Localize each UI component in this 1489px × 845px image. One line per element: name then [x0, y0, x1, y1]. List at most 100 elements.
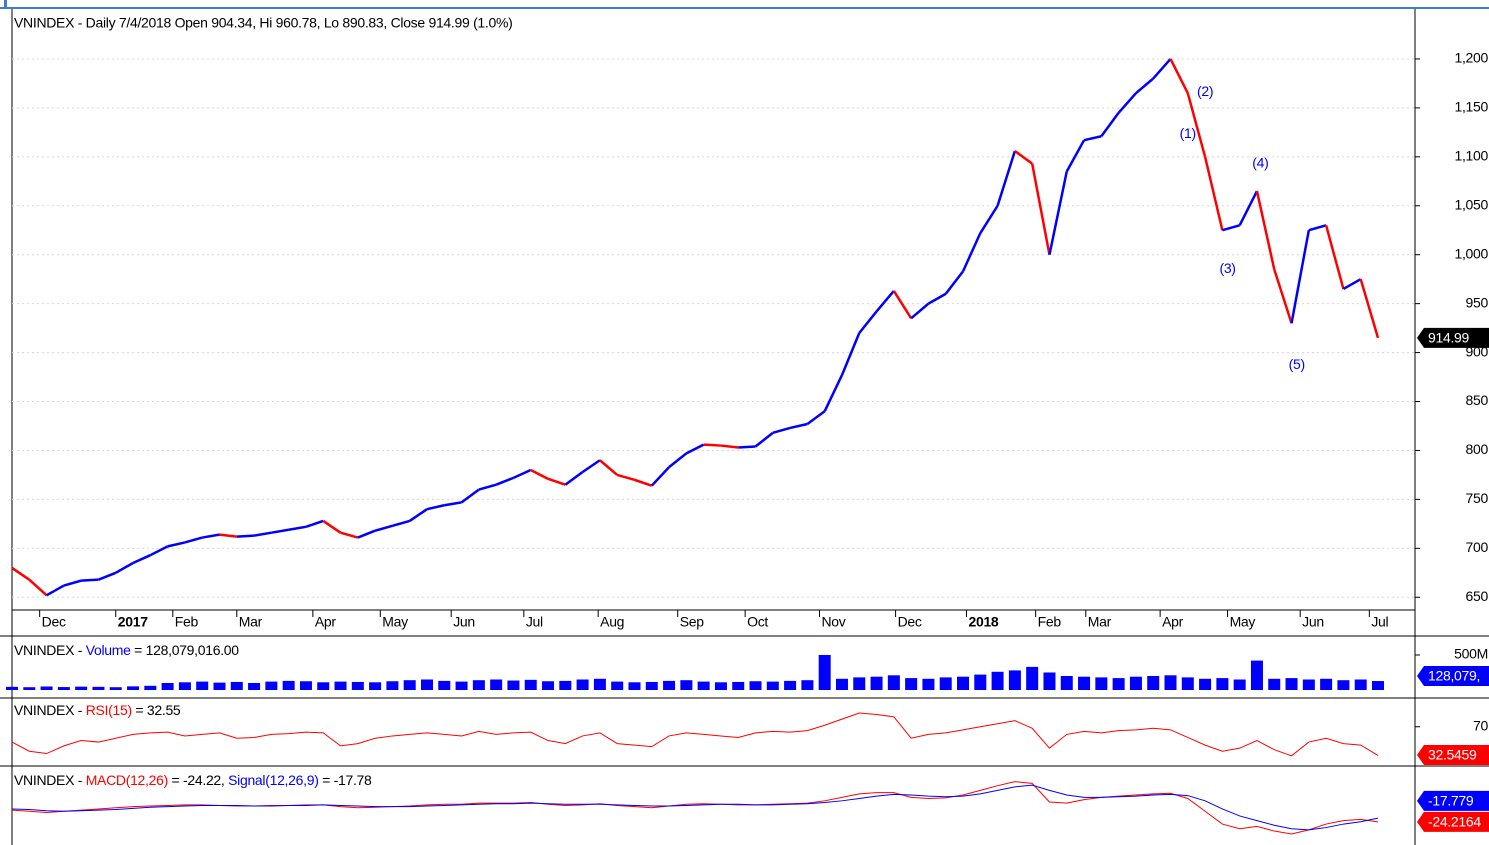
volume-bar: [369, 682, 382, 690]
price-segment: [1169, 58, 1189, 94]
volume-bar: [835, 678, 848, 690]
volume-bar: [472, 680, 485, 690]
price-segment: [1065, 139, 1086, 173]
price-segment: [581, 459, 601, 474]
price-segment: [219, 533, 237, 538]
volume-bar: [1129, 676, 1142, 690]
header-part: Volume: [86, 642, 131, 658]
price-segment: [806, 410, 826, 426]
x-tick-label: May: [1230, 614, 1256, 630]
x-tick-label: Dec: [42, 614, 66, 630]
x-tick-label: Jul: [526, 614, 543, 630]
volume-bar: [1354, 679, 1367, 690]
volume-bar: [645, 681, 658, 690]
volume-bar: [1250, 660, 1263, 690]
y-tick-label: 700: [1466, 539, 1489, 555]
volume-bar: [438, 680, 451, 690]
price-segment: [1342, 278, 1362, 291]
volume-bar: [248, 682, 261, 690]
price-segment: [858, 310, 878, 334]
price-segment: [1222, 224, 1241, 232]
volume-bar: [1233, 679, 1246, 690]
y-tick-label: 1,050: [1454, 196, 1488, 212]
price-segment: [478, 483, 497, 491]
price-segment: [892, 290, 913, 319]
volume-bar: [1112, 678, 1125, 690]
price-segment: [1117, 92, 1137, 114]
x-tick-label: Aug: [600, 614, 624, 630]
price-segment: [288, 525, 307, 531]
volume-bar: [1043, 672, 1056, 690]
header-part: RSI(15): [86, 702, 132, 718]
price-segment: [1135, 77, 1155, 95]
volume-bar: [178, 682, 191, 690]
volume-bar: [196, 681, 209, 690]
volume-bar: [922, 678, 935, 690]
volume-bar: [801, 680, 814, 690]
price-segment: [305, 519, 324, 528]
price-segment: [184, 536, 203, 544]
wave-annotation: (5): [1289, 356, 1305, 372]
last-value-box: [1417, 666, 1489, 687]
price-segment: [1273, 268, 1293, 324]
price-segment: [444, 501, 462, 507]
volume-bar: [1337, 680, 1350, 690]
last-value-box: [1417, 745, 1489, 765]
price-segment: [530, 468, 549, 480]
indicator-line: [11, 712, 1379, 757]
volume-bar: [749, 681, 762, 690]
header-part: VNINDEX -: [14, 772, 86, 788]
last-value-box: [1417, 811, 1489, 832]
indicator-header: VNINDEX - MACD(12,26) = -24.22, Signal(1…: [14, 772, 372, 788]
volume-bar: [576, 679, 589, 690]
price-segment: [1324, 225, 1345, 290]
price-segment: [1238, 190, 1259, 226]
price-segment: [1014, 149, 1033, 165]
price-segment: [944, 270, 965, 295]
volume-bar: [420, 679, 433, 690]
volume-bar: [1078, 676, 1091, 690]
wave-annotation: (1): [1180, 125, 1196, 141]
price-segment: [167, 541, 186, 548]
x-tick-label: Dec: [898, 614, 922, 630]
indicator-line: [11, 784, 1379, 831]
y-tick-label: 1,200: [1454, 50, 1488, 66]
volume-bar: [386, 681, 399, 690]
volume-bar: [957, 676, 970, 690]
price-segment: [823, 374, 844, 412]
volume-bar: [1026, 666, 1039, 690]
volume-bar: [593, 678, 606, 690]
volume-bar: [853, 677, 866, 690]
volume-bar: [1371, 681, 1384, 690]
volume-bar: [282, 680, 295, 690]
volume-bar: [334, 681, 347, 690]
y-tick-label: 950: [1466, 294, 1489, 310]
volume-bar: [161, 682, 174, 690]
price-segment: [1290, 229, 1311, 324]
volume-bar: [144, 685, 157, 690]
price-segment: [685, 443, 705, 455]
volume-bar: [507, 680, 520, 690]
x-tick-label: Mar: [1088, 614, 1112, 630]
volume-bar: [127, 686, 140, 690]
price-segment: [996, 150, 1017, 207]
price-segment: [149, 545, 169, 557]
volume-bar: [265, 681, 278, 690]
price-segment: [927, 292, 947, 305]
y-tick-label: 850: [1466, 392, 1489, 408]
x-tick-label: May: [382, 614, 408, 630]
price-segment: [97, 571, 117, 581]
price-segment: [11, 566, 30, 581]
volume-bar: [40, 686, 53, 690]
price-segment: [961, 232, 982, 272]
price-segment: [703, 443, 722, 447]
volume-bar: [403, 680, 416, 690]
price-segment: [720, 444, 739, 449]
price-segment: [1083, 135, 1102, 142]
price-segment: [634, 478, 653, 487]
volume-bar: [1164, 675, 1177, 690]
volume-bar: [351, 681, 364, 690]
price-segment: [1030, 163, 1051, 255]
price-segment: [1186, 92, 1207, 158]
